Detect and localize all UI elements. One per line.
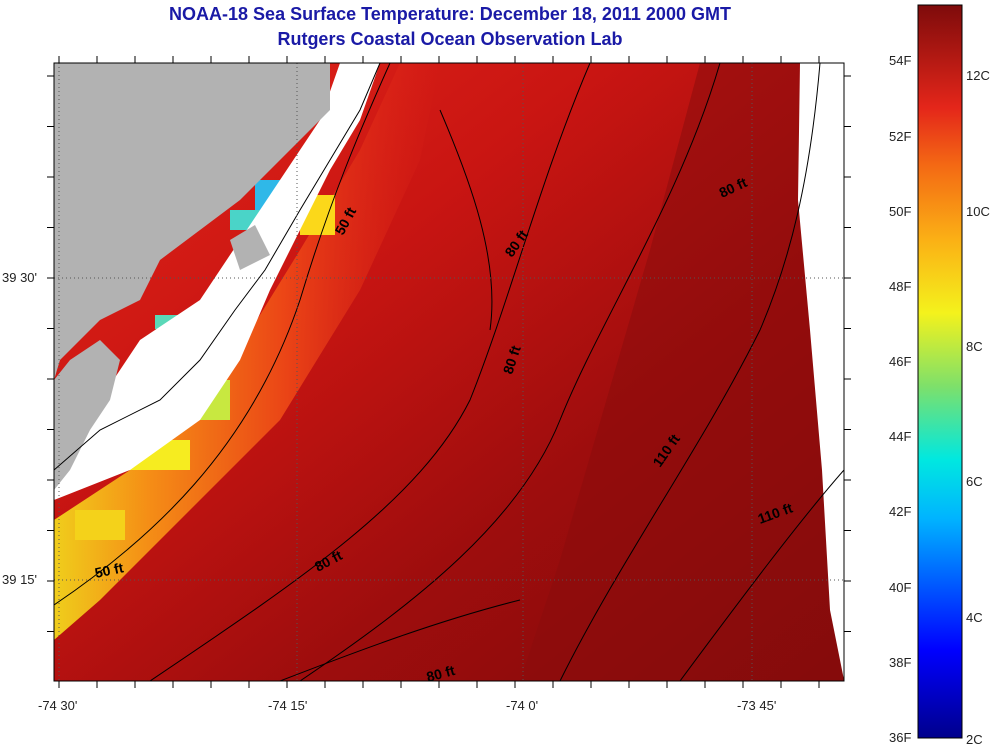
colorbar-f-label: 36F <box>889 730 912 745</box>
colorbar-f-label: 50F <box>889 203 912 219</box>
isobath-110ft <box>559 63 821 681</box>
colorbar-f-label: 42F <box>889 504 912 520</box>
colorbar-f-label: 46F <box>889 354 912 370</box>
lon-label: -74 0' <box>506 698 539 713</box>
depth-label: 80 ft <box>425 662 457 685</box>
lat-label: 39 30' <box>2 270 38 285</box>
colorbar-c-label: 10C <box>966 203 990 219</box>
isobath-80ft-b <box>299 63 721 681</box>
land-mass <box>54 63 330 380</box>
isobath-50ft <box>54 63 391 606</box>
colorbar-f-label: 54F <box>889 53 912 69</box>
lat-label: 39 15' <box>2 572 38 587</box>
isobath-80ft-a <box>149 63 591 681</box>
colorbar-c-label: 2C <box>966 732 983 747</box>
colorbar-f-label: 48F <box>889 278 912 294</box>
lon-label: -73 45' <box>737 698 777 713</box>
map-subtitle: Rutgers Coastal Ocean Observation Lab <box>277 29 623 49</box>
colorbar-f-label: 44F <box>889 429 912 445</box>
colorbar-c-label: 12C <box>966 68 990 84</box>
colorbar-f-label: 40F <box>889 579 912 595</box>
map-frame <box>53 62 845 682</box>
colorbar-f-label: 52F <box>889 128 912 144</box>
no-data-area <box>54 63 380 500</box>
colorbar-c-label: 4C <box>966 609 983 625</box>
colorbar-c-label: 6C <box>966 474 983 490</box>
lon-label: -74 30' <box>38 698 78 713</box>
colorbar-ramp <box>917 4 963 739</box>
colorbar-c-label: 8C <box>966 339 983 355</box>
coastline <box>54 63 381 471</box>
coastal-gradient <box>54 63 440 640</box>
lon-label: -74 15' <box>268 698 308 713</box>
depth-label: 50 ft <box>93 559 125 581</box>
colorbar-f-label: 38F <box>889 654 912 670</box>
map-title: NOAA-18 Sea Surface Temperature: Decembe… <box>169 4 731 24</box>
